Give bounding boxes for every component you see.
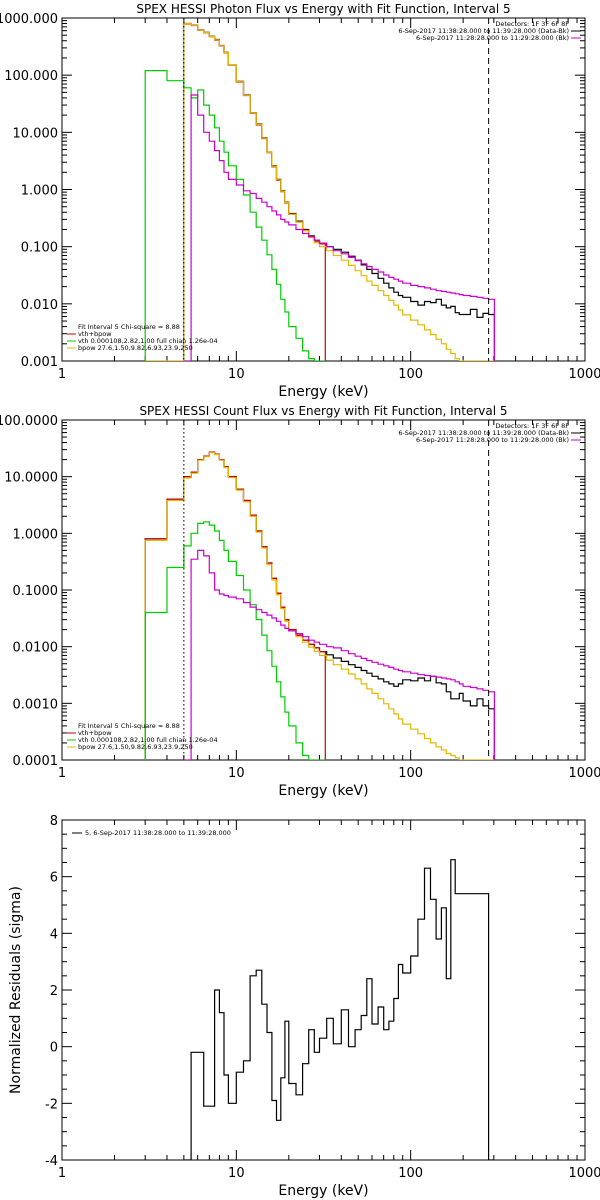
x-tick-label: 1	[58, 1166, 66, 1181]
series-line-3	[145, 22, 495, 361]
y-tick-label: 0.001	[21, 355, 58, 370]
plot-frame	[61, 17, 586, 362]
x-tick-label: 1	[58, 367, 66, 382]
series-line-4	[144, 70, 326, 361]
x-tick-label: 100	[398, 367, 423, 382]
y-tick-label: 6	[50, 871, 58, 886]
series-line-2	[144, 451, 326, 760]
y-tick-label: 100.0000	[0, 414, 58, 429]
series-line-1	[183, 22, 495, 361]
series-line-1	[144, 451, 495, 760]
plot-frame	[61, 419, 586, 761]
y-tick-label: 0	[50, 1041, 58, 1056]
x-tick-label: 1000	[568, 367, 600, 382]
legend-topleft-text: 5, 6-Sep-2017 11:38:28.000 to 11:39:28.0…	[85, 829, 231, 837]
series-line-5	[183, 94, 495, 361]
legend-topright-text: 6-Sep-2017 11:38:28.000 to 11:39:28.000 …	[398, 429, 569, 437]
series-group	[144, 451, 495, 760]
chart-title: SPEX HESSI Count Flux vs Energy with Fit…	[139, 404, 507, 418]
legend-bottomleft-text: vth 0.000108,2.82,1.00 full chian 1.26e-…	[78, 736, 218, 744]
x-tick-label: 100	[398, 766, 423, 781]
y-tick-label: 0.0001	[13, 754, 59, 769]
y-tick-label: 0.0010	[13, 697, 59, 712]
series-line-2	[183, 23, 326, 361]
x-axis-label: Energy (keV)	[278, 384, 368, 400]
legend-topright-text: Detectors: 1F 3F 6F 8F	[495, 20, 569, 28]
series-line-1	[183, 859, 495, 1160]
y-tick-label: 0.100	[21, 241, 58, 256]
chart-panel-2: SPEX HESSI Count Flux vs Energy with Fit…	[0, 404, 600, 799]
chart-title: SPEX HESSI Photon Flux vs Energy with Fi…	[136, 2, 510, 16]
y-tick-label: 8	[50, 814, 58, 829]
x-tick-label: 1000	[568, 766, 600, 781]
x-axis-label: Energy (keV)	[278, 1183, 368, 1199]
plot-frame	[61, 819, 586, 1161]
legend-bottomleft-text: Fit Interval 5 Chi-square = 8.88	[78, 722, 180, 730]
legend-topright-text: Detectors: 1F 3F 6F 8F	[495, 422, 569, 430]
y-tick-label: 2	[50, 984, 58, 999]
y-tick-label: 4	[50, 927, 58, 942]
y-tick-label: 0.010	[21, 298, 58, 313]
x-axis-label: Energy (keV)	[278, 783, 368, 799]
y-tick-label: 1.0000	[13, 527, 59, 542]
legend-bottomleft-text: bpow 27.6,1.50,9.82,6.93,23.9,250	[78, 344, 193, 352]
series-group	[144, 22, 495, 361]
y-tick-label: 0.1000	[13, 584, 59, 599]
series-line-3	[144, 452, 495, 760]
legend-bottomleft-text: vth 0.000108,2.82,1.00 full chian 1.26e-…	[78, 337, 218, 345]
legend-bottomleft-text: vth+bpow	[78, 729, 112, 737]
chart-panel-3: 1 10 100 1000 Energy (keV) -4 -2 0 2 4 6 8 Normalize…	[8, 814, 600, 1199]
legend-topright-text: 6-Sep-2017 11:38:28.000 to 11:39:28.000 …	[398, 27, 569, 35]
y-tick-label: 10.000	[13, 126, 59, 141]
x-tick-label: 10	[228, 1166, 245, 1181]
chart-panel-1: SPEX HESSI Photon Flux vs Energy with Fi…	[0, 2, 600, 400]
legend-bottomleft-text: vth+bpow	[78, 330, 112, 338]
y-tick-label: 10.0000	[4, 471, 58, 486]
y-tick-label: -2	[45, 1097, 58, 1112]
x-tick-label: 1000	[568, 1166, 600, 1181]
x-tick-label: 100	[398, 1166, 423, 1181]
y-tick-label: -4	[45, 1154, 58, 1169]
legend-topright-text: 6-Sep-2017 11:28:28.000 to 11:29:28.000 …	[416, 34, 569, 42]
legend-bottomleft-text: Fit Interval 5 Chi-square = 8.88	[78, 323, 180, 331]
y-tick-label: 1000.000	[0, 12, 58, 27]
y-tick-label: 100.000	[4, 69, 58, 84]
x-tick-label: 1	[58, 766, 66, 781]
y-tick-label: 1.000	[21, 184, 58, 199]
y-axis-label: Normalized Residuals (sigma)	[8, 886, 24, 1094]
x-tick-label: 10	[228, 367, 245, 382]
x-tick-label: 10	[228, 766, 245, 781]
series-line-5	[183, 549, 495, 760]
legend-bottomleft-text: bpow 27.6,1.50,9.82,6.93,23.9,250	[78, 743, 193, 751]
legend-topright-text: 6-Sep-2017 11:28:28.000 to 11:29:28.000 …	[416, 436, 569, 444]
y-tick-label: 0.0100	[13, 641, 59, 656]
series-group	[183, 859, 495, 1160]
series-line-4	[144, 521, 326, 760]
